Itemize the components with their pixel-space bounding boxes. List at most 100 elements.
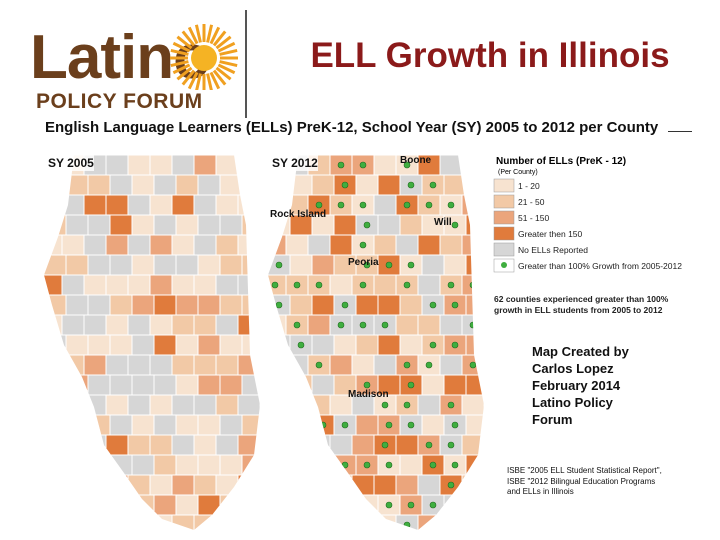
- county: [65, 294, 89, 316]
- county: [237, 394, 260, 416]
- county: [465, 294, 484, 316]
- county: [171, 314, 195, 336]
- county: [215, 434, 239, 456]
- county: [439, 354, 463, 376]
- county: [219, 334, 243, 356]
- county: [149, 394, 173, 416]
- county: [61, 274, 85, 296]
- county: [105, 234, 129, 256]
- county: [44, 494, 67, 516]
- county: [215, 354, 239, 376]
- county: [237, 194, 260, 216]
- county: [87, 414, 111, 436]
- county: [44, 454, 67, 476]
- county: [175, 414, 199, 436]
- county: [461, 234, 484, 256]
- growth-dot: [271, 281, 279, 289]
- growth-dot: [447, 401, 455, 409]
- county: [193, 394, 217, 416]
- county: [215, 314, 239, 336]
- county: [131, 494, 155, 516]
- county: [417, 394, 441, 416]
- county: [149, 434, 173, 456]
- county: [421, 254, 445, 276]
- county: [109, 214, 133, 236]
- county: [241, 454, 260, 476]
- growth-dot: [293, 321, 301, 329]
- county: [83, 274, 107, 296]
- sun-ray: [195, 73, 202, 90]
- county: [219, 174, 243, 196]
- growth-dot: [337, 161, 345, 169]
- county: [237, 514, 260, 530]
- county: [197, 174, 221, 196]
- county: [87, 254, 111, 276]
- county: [193, 354, 217, 376]
- county: [333, 494, 357, 516]
- growth-dot: [385, 501, 393, 509]
- county: [268, 374, 291, 396]
- growth-dot: [429, 341, 437, 349]
- growth-dot: [407, 501, 415, 509]
- county: [105, 474, 129, 496]
- county: [268, 174, 291, 196]
- county: [285, 354, 309, 376]
- county: [175, 494, 199, 516]
- county: [61, 394, 85, 416]
- county: [373, 155, 397, 176]
- county: [285, 474, 309, 496]
- county: [395, 234, 419, 256]
- county: [127, 314, 151, 336]
- county: [289, 254, 313, 276]
- county: [465, 174, 484, 196]
- county: [465, 254, 484, 276]
- county: [149, 354, 173, 376]
- map-label: SY 2005: [48, 156, 94, 170]
- county: [465, 454, 484, 476]
- growth-dot: [337, 481, 345, 489]
- credit-line: Carlos Lopez: [532, 361, 614, 376]
- county: [289, 294, 313, 316]
- county: [307, 474, 331, 496]
- sun-ray: [187, 71, 199, 90]
- county: [241, 294, 260, 316]
- county: [44, 374, 67, 396]
- legend-dot: [501, 262, 507, 268]
- sun-ray: [181, 69, 196, 86]
- county: [285, 434, 309, 456]
- growth-dot: [381, 401, 389, 409]
- county: [171, 234, 195, 256]
- legend-subtitle: (Per County): [498, 169, 538, 176]
- county: [127, 354, 151, 376]
- county: [289, 374, 313, 396]
- county: [329, 474, 353, 496]
- county: [461, 434, 484, 456]
- county: [443, 494, 467, 516]
- county: [153, 294, 177, 316]
- county: [171, 354, 195, 376]
- growth-dot: [451, 301, 459, 309]
- county: [83, 394, 107, 416]
- county: [417, 474, 441, 496]
- sun-ray: [215, 35, 232, 50]
- county: [241, 334, 260, 356]
- county: [171, 394, 195, 416]
- county: [193, 155, 217, 176]
- county: [311, 494, 335, 516]
- source-note: ISBE "2005 ELL Student Statistical Repor…: [507, 466, 662, 496]
- county: [105, 314, 129, 336]
- county: [333, 334, 357, 356]
- county: [307, 394, 331, 416]
- county: [109, 494, 133, 516]
- legend-swatch: [493, 194, 515, 209]
- county: [193, 194, 217, 216]
- growth-dot: [337, 521, 345, 529]
- county: [329, 434, 353, 456]
- county: [289, 414, 313, 436]
- county: [465, 374, 484, 396]
- county: [443, 174, 467, 196]
- county: [83, 234, 107, 256]
- county: [87, 174, 111, 196]
- growth-dot: [403, 361, 411, 369]
